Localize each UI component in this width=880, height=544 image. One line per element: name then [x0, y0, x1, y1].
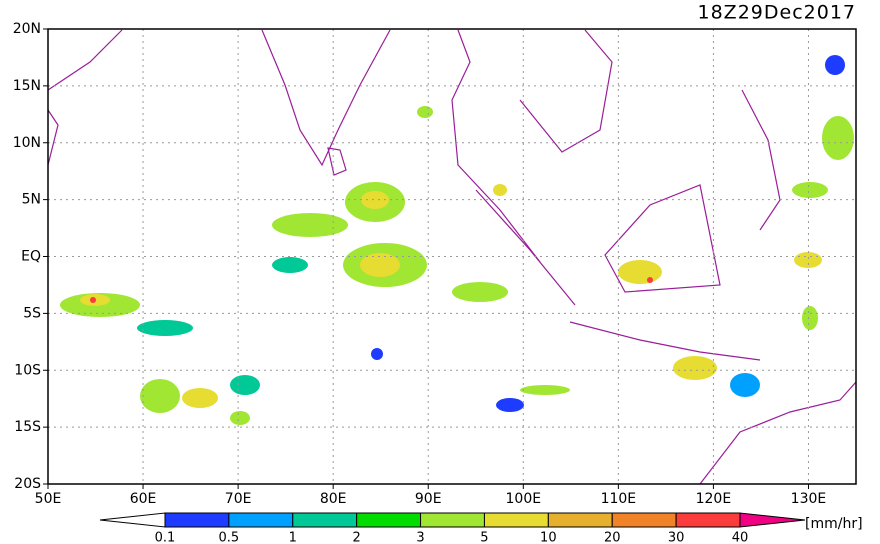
graticule — [43, 28, 856, 489]
rain-cell — [417, 106, 433, 118]
rain-cell — [452, 282, 508, 302]
colorbar-label: 30 — [668, 531, 685, 544]
coastline — [327, 147, 347, 176]
lon-tick-label: 50E — [35, 491, 62, 507]
lon-tick-label: 120E — [696, 491, 732, 507]
rain-cell — [496, 398, 524, 412]
colorbar-label: 5 — [480, 531, 488, 544]
coastline — [47, 29, 123, 91]
colorbar-label: 2 — [353, 531, 361, 544]
rain-cell — [673, 356, 717, 380]
coastline — [699, 381, 857, 485]
rain-cell — [493, 184, 507, 196]
lat-tick-label: 10S — [14, 362, 41, 378]
rain-cell — [647, 277, 653, 283]
rain-cell — [802, 306, 818, 330]
rain-cell — [361, 191, 389, 209]
rain-cell — [825, 55, 845, 75]
colorbar-label: 0.5 — [219, 531, 240, 544]
colorbar-box — [356, 512, 422, 528]
colorbar-box — [292, 512, 358, 528]
lon-tick-label: 130E — [791, 491, 827, 507]
coastline — [451, 29, 541, 263]
coastline — [475, 189, 576, 306]
rain-cell — [272, 213, 348, 237]
coastline — [519, 29, 613, 153]
colorbar-unit: [mm/hr] — [805, 516, 863, 532]
map-title: 18Z29Dec2017 — [698, 2, 857, 24]
lon-tick-label: 80E — [320, 491, 347, 507]
lat-tick-label: 20S — [14, 476, 41, 492]
rain-cell — [90, 297, 96, 303]
lat-tick-label: 20N — [13, 21, 41, 37]
colorbar-high-triangle — [739, 512, 806, 528]
rain-cell — [618, 260, 662, 284]
lat-tick-label: EQ — [21, 249, 41, 265]
lat-tick-label: 15N — [13, 78, 41, 94]
lon-tick-label: 110E — [601, 491, 637, 507]
rain-cell — [822, 116, 854, 160]
rain-cell — [792, 182, 828, 198]
colorbar-label: 1 — [289, 531, 297, 544]
colorbar-box — [547, 512, 613, 528]
colorbar-box — [675, 512, 741, 528]
map-frame — [47, 28, 857, 485]
rain-cell — [371, 348, 383, 360]
lon-tick-label: 100E — [506, 491, 542, 507]
rain-cell — [182, 388, 218, 408]
rain-cell — [730, 373, 760, 397]
rain-cell — [272, 257, 308, 273]
coastline — [741, 89, 781, 231]
colorbar-box — [611, 512, 677, 528]
rain-cell — [230, 375, 260, 395]
colorbar-box — [228, 512, 294, 528]
lon-tick-label: 70E — [225, 491, 252, 507]
colorbar-label: 40 — [732, 531, 749, 544]
precipitation — [60, 55, 854, 425]
lon-tick-label: 90E — [415, 491, 442, 507]
rain-cell — [794, 252, 822, 268]
colorbar-label: 20 — [604, 531, 621, 544]
lat-tick-label: 15S — [14, 419, 41, 435]
coastline — [604, 184, 721, 293]
colorbar-label: 3 — [416, 531, 424, 544]
rain-cell — [360, 253, 400, 277]
colorbar-box — [164, 512, 230, 528]
coastline — [569, 321, 761, 361]
lat-tick-label: 5S — [23, 305, 41, 321]
coastlines — [47, 29, 857, 485]
colorbar-box — [483, 512, 549, 528]
rain-cell — [520, 385, 570, 395]
lon-tick-label: 60E — [130, 491, 157, 507]
coastline — [261, 29, 391, 167]
rain-cell — [137, 320, 193, 336]
lat-tick-label: 5N — [22, 192, 41, 208]
colorbar-label: 0.1 — [155, 531, 176, 544]
rain-cell — [230, 411, 250, 425]
colorbar-box — [420, 512, 485, 528]
rain-cell — [140, 379, 180, 413]
colorbar-label: 10 — [540, 531, 557, 544]
coastline — [47, 109, 59, 166]
colorbar: 0.1 0.5 1 2 3 5 10 20 30 40 — [99, 512, 806, 544]
lat-tick-label: 10N — [13, 135, 41, 151]
colorbar-low-triangle — [99, 512, 166, 528]
